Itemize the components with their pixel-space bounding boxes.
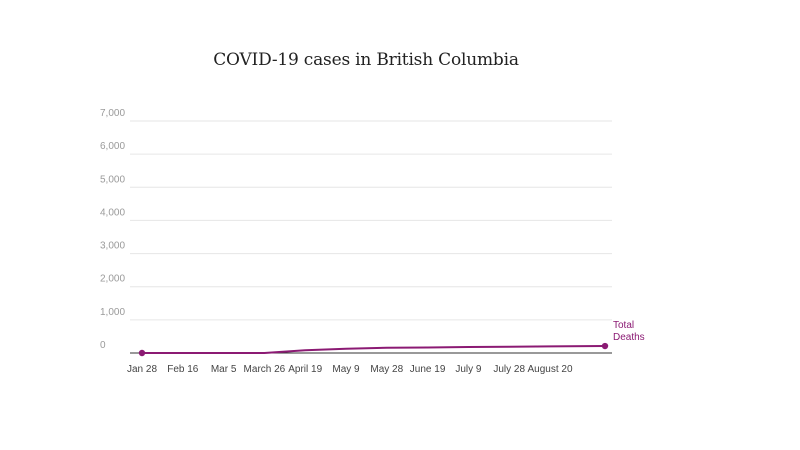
x-tick-label: May 9 bbox=[332, 364, 360, 375]
y-tick-label: 4,000 bbox=[100, 207, 125, 218]
y-tick-label: 0 bbox=[100, 340, 106, 351]
series-label-line: Total bbox=[613, 320, 634, 331]
x-tick-label: August 20 bbox=[527, 364, 572, 375]
x-tick-label: Jan 28 bbox=[127, 364, 157, 375]
series-label: Total Deaths bbox=[613, 320, 645, 343]
y-tick-label: 6,000 bbox=[100, 141, 125, 152]
series-line bbox=[142, 345, 606, 354]
x-tick-label: May 28 bbox=[370, 364, 403, 375]
x-tick-label: Feb 16 bbox=[167, 364, 199, 375]
x-tick-label: Mar 5 bbox=[211, 364, 237, 375]
x-tick-label: July 28 bbox=[493, 364, 525, 375]
y-tick-label: 2,000 bbox=[100, 274, 125, 285]
series-label-line: Deaths bbox=[613, 332, 645, 343]
x-tick-label: March 26 bbox=[244, 364, 286, 375]
data-point bbox=[138, 349, 146, 357]
x-tick-label: April 19 bbox=[288, 364, 322, 375]
x-tick-label: June 19 bbox=[410, 364, 446, 375]
y-tick-label: 3,000 bbox=[100, 241, 125, 252]
y-tick-label: 5,000 bbox=[100, 174, 125, 185]
data-point bbox=[601, 342, 609, 350]
chart-title: COVID-19 cases in British Columbia bbox=[213, 50, 519, 70]
y-tick-label: 1,000 bbox=[100, 307, 125, 318]
x-tick-label: July 9 bbox=[455, 364, 482, 375]
y-tick-label: 7,000 bbox=[100, 108, 125, 119]
